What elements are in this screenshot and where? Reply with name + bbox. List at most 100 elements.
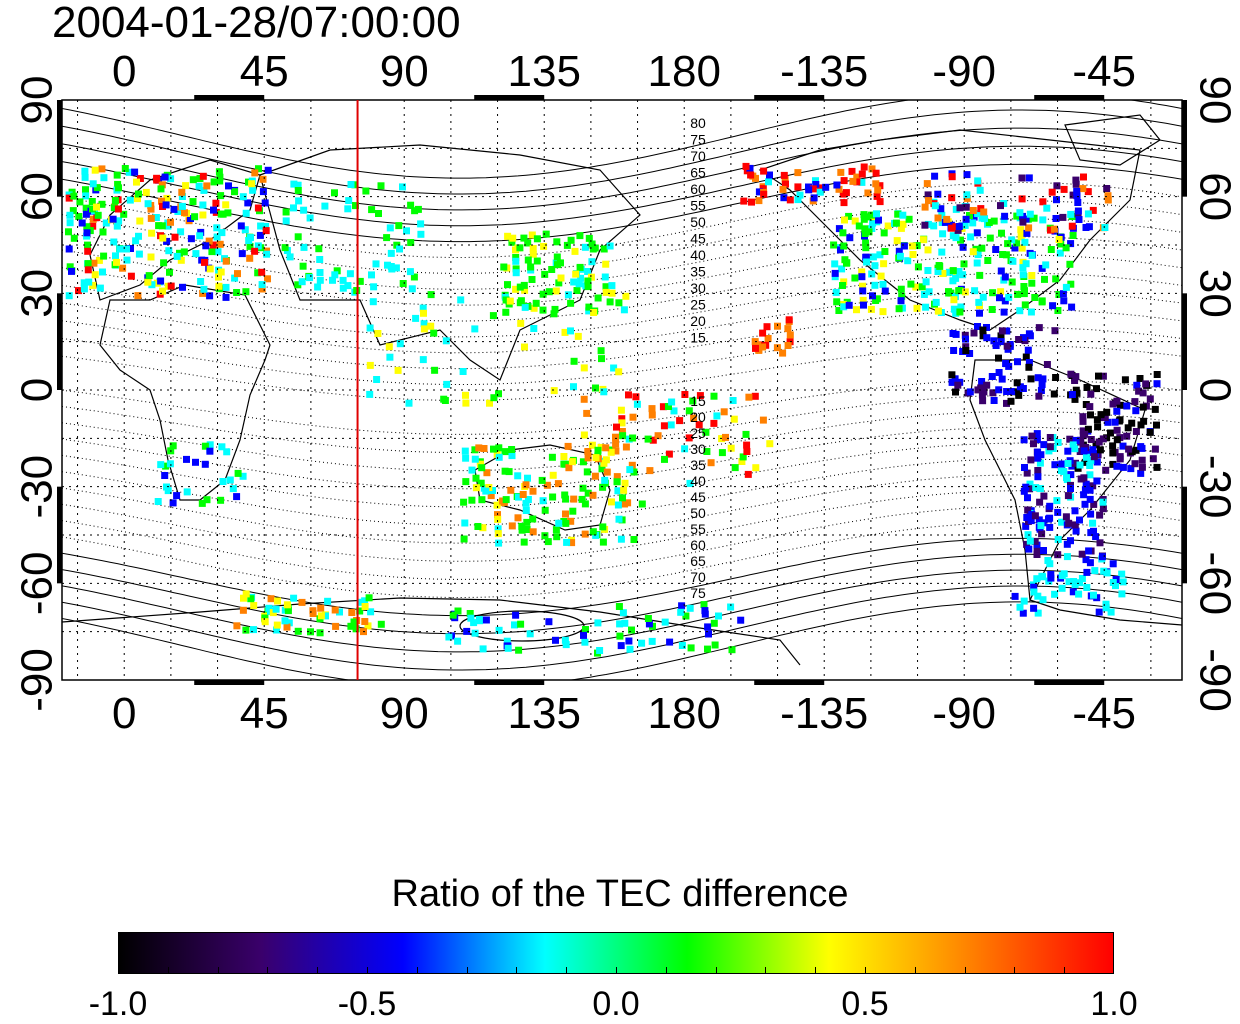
tec-cell bbox=[387, 249, 395, 257]
tec-cell bbox=[135, 190, 142, 198]
tec-cell bbox=[742, 430, 750, 438]
tec-cell bbox=[619, 609, 627, 617]
tec-cell bbox=[1079, 185, 1087, 193]
tec-cell bbox=[508, 522, 516, 530]
contour-curve bbox=[62, 601, 1182, 680]
tec-cell bbox=[152, 214, 160, 221]
tec-cell bbox=[619, 432, 627, 440]
tec-cell bbox=[1053, 196, 1060, 204]
tec-cell bbox=[552, 526, 560, 534]
contour-curve bbox=[62, 395, 1182, 453]
tec-cell bbox=[922, 303, 930, 311]
tec-cell bbox=[348, 609, 356, 616]
tec-cell bbox=[893, 237, 901, 245]
tec-cell bbox=[1062, 283, 1070, 291]
tec-cell bbox=[209, 241, 217, 249]
tec-cell bbox=[584, 489, 592, 497]
frame-segment-right bbox=[1182, 486, 1187, 584]
tec-cell bbox=[1039, 375, 1047, 383]
tec-cell bbox=[1058, 460, 1066, 468]
left-latitude-label: -90 bbox=[13, 648, 62, 712]
tec-cell bbox=[1153, 421, 1160, 429]
tec-cell bbox=[1039, 573, 1047, 581]
tec-cell bbox=[667, 421, 675, 429]
tec-cell bbox=[70, 234, 78, 242]
tec-cell bbox=[602, 288, 610, 296]
tec-cell bbox=[580, 431, 588, 439]
tec-cell bbox=[183, 488, 191, 496]
tec-cell bbox=[462, 391, 469, 399]
tec-cell bbox=[1138, 463, 1146, 471]
tec-cell bbox=[594, 446, 602, 454]
tec-cell bbox=[392, 264, 400, 272]
tec-cell bbox=[164, 222, 172, 230]
tec-cell bbox=[396, 245, 403, 253]
tec-cell bbox=[1011, 592, 1019, 600]
tec-cell bbox=[460, 498, 468, 506]
tec-cell bbox=[1089, 206, 1097, 214]
tec-cell bbox=[1077, 438, 1085, 446]
tec-cell bbox=[552, 287, 560, 295]
tec-cell bbox=[1030, 214, 1038, 222]
tec-cell bbox=[242, 590, 250, 598]
tec-cell bbox=[563, 538, 571, 546]
tec-cell bbox=[1087, 529, 1095, 537]
tec-cell bbox=[539, 290, 547, 298]
tec-cell bbox=[217, 496, 225, 504]
tec-cell bbox=[420, 320, 428, 328]
tec-cell bbox=[784, 342, 792, 349]
tec-cell bbox=[570, 495, 578, 503]
tec-cell bbox=[956, 204, 964, 212]
tec-cell bbox=[949, 267, 957, 275]
tec-cell bbox=[1069, 588, 1077, 596]
tec-cell bbox=[839, 229, 847, 237]
tec-cell bbox=[177, 228, 185, 236]
tec-cell bbox=[199, 211, 207, 219]
tec-cell bbox=[501, 467, 509, 475]
tec-cell bbox=[162, 462, 170, 470]
tec-cell bbox=[1111, 418, 1119, 426]
tec-cell bbox=[884, 222, 892, 230]
frame-segment-bottom bbox=[194, 680, 265, 685]
tec-cell bbox=[617, 406, 625, 414]
tec-cell bbox=[1041, 275, 1048, 283]
tec-cell bbox=[615, 515, 623, 523]
tec-cell bbox=[812, 177, 819, 185]
tec-cell bbox=[1028, 432, 1036, 440]
tec-cell bbox=[1008, 388, 1016, 395]
tec-cell bbox=[483, 469, 491, 477]
tec-cell bbox=[508, 452, 516, 460]
tec-cell bbox=[161, 173, 169, 181]
tec-cell bbox=[872, 180, 880, 188]
tec-cell bbox=[217, 210, 225, 218]
tec-cell bbox=[598, 465, 606, 473]
tec-cell bbox=[1136, 375, 1144, 382]
tec-cell bbox=[509, 234, 517, 242]
tec-cell bbox=[1071, 395, 1079, 403]
tec-cell bbox=[752, 464, 760, 472]
tec-cell bbox=[368, 206, 376, 214]
tec-cell bbox=[1062, 513, 1070, 521]
tec-cell bbox=[998, 375, 1006, 383]
tec-cell bbox=[1116, 401, 1124, 409]
tec-cell bbox=[1099, 505, 1107, 513]
tec-cell bbox=[1045, 447, 1053, 455]
tec-cell bbox=[945, 288, 952, 296]
tec-cell bbox=[1023, 469, 1031, 477]
tec-cell bbox=[622, 292, 630, 300]
tec-cell bbox=[978, 244, 986, 252]
tec-cell bbox=[394, 366, 402, 374]
tec-cell bbox=[1137, 469, 1145, 477]
tec-cell bbox=[294, 187, 302, 194]
tec-cell bbox=[539, 306, 547, 314]
tec-cell bbox=[331, 606, 339, 614]
tec-cell bbox=[1085, 547, 1093, 555]
tec-cell bbox=[1026, 485, 1034, 493]
tec-cell bbox=[1083, 584, 1091, 591]
tec-cell bbox=[1153, 463, 1161, 471]
tec-cell bbox=[419, 356, 427, 364]
tec-cell bbox=[858, 170, 866, 178]
tec-cell bbox=[1107, 608, 1115, 616]
tec-cell bbox=[1090, 591, 1097, 599]
tec-cell bbox=[516, 244, 524, 252]
